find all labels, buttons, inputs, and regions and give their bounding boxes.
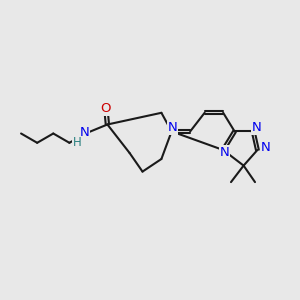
Text: N: N: [167, 121, 177, 134]
Text: H: H: [73, 136, 82, 149]
Text: O: O: [101, 102, 111, 115]
Text: N: N: [80, 125, 90, 139]
Text: N: N: [252, 121, 262, 134]
Text: N: N: [220, 146, 230, 159]
Text: N: N: [261, 141, 271, 154]
